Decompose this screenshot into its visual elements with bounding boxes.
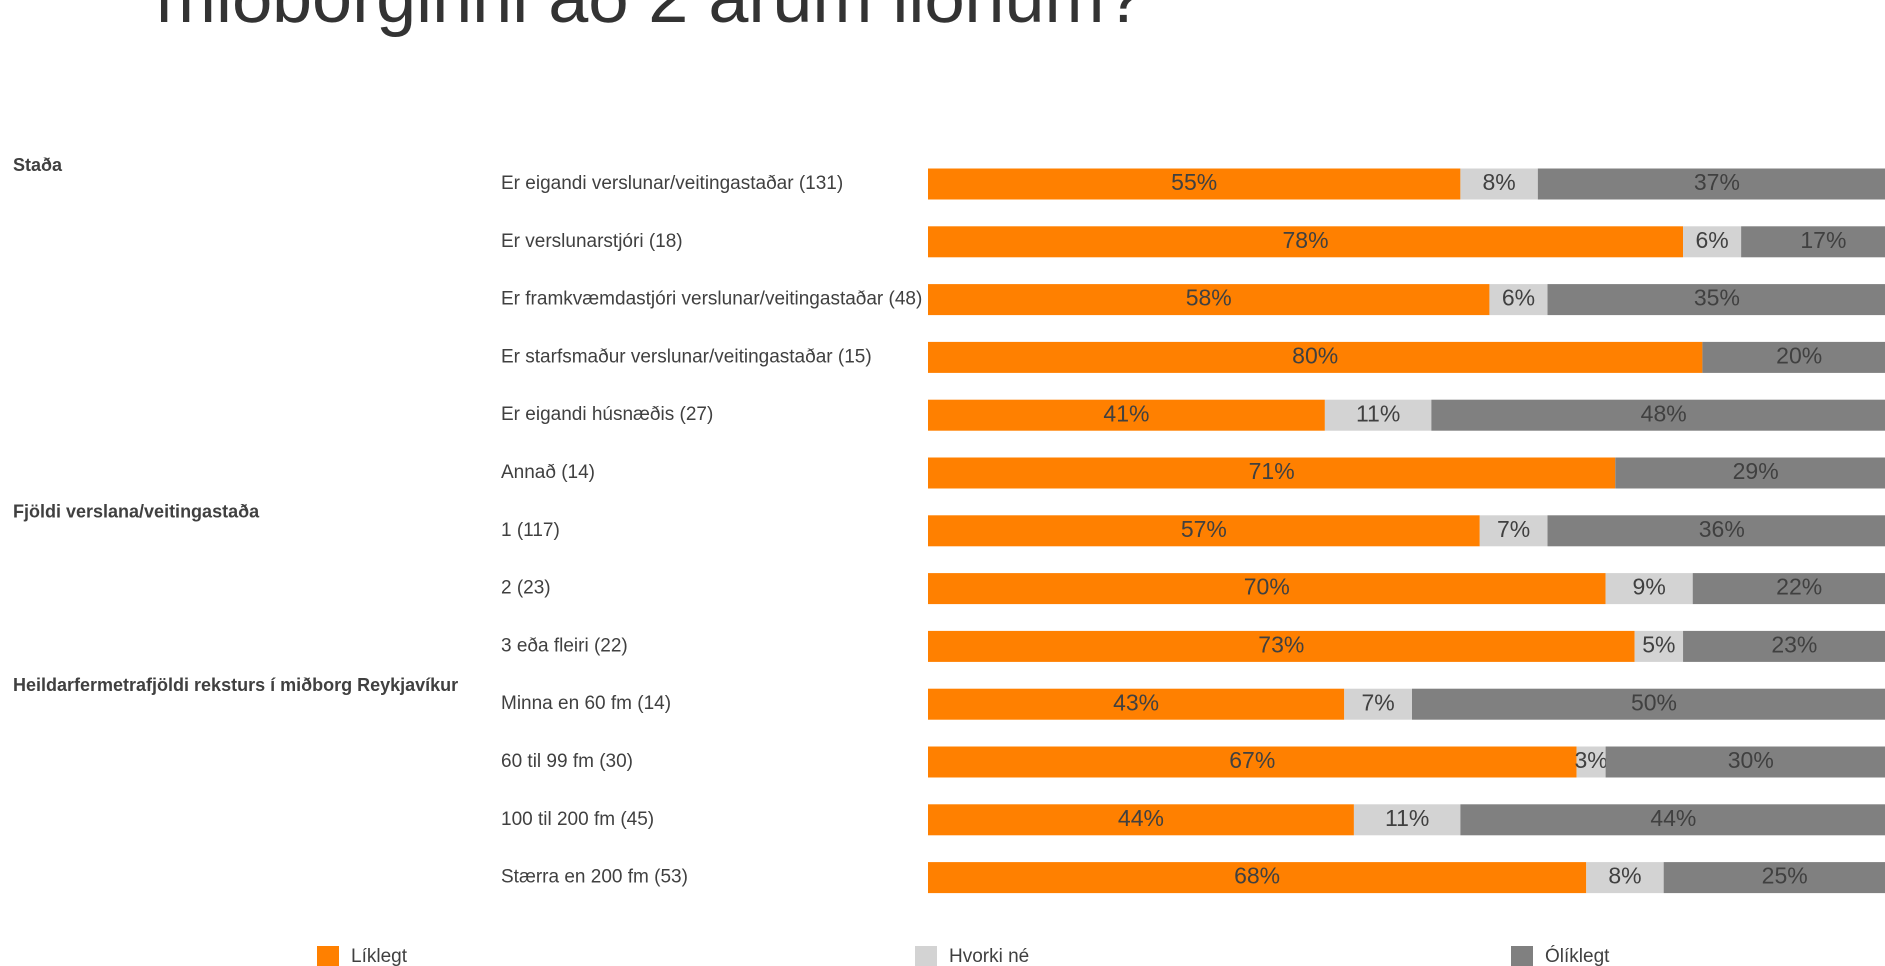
value-label: 11%: [1385, 805, 1429, 831]
value-label: 58%: [1186, 285, 1232, 311]
bar-segment: [1692, 573, 1885, 605]
bar-segment: [1683, 630, 1885, 662]
chart-title: miðborginni að 2 árum liðnum?: [156, 0, 1145, 38]
bar-segment: [1344, 688, 1412, 720]
value-label: 8%: [1608, 863, 1641, 889]
value-label: 80%: [1292, 342, 1338, 368]
bar-segment: [1489, 284, 1548, 316]
legend-swatch: [317, 946, 339, 966]
value-label: 30%: [1728, 747, 1774, 773]
bar-segment: [928, 688, 1345, 720]
group-label: Heildarfermetrafjöldi reksturs í miðborg…: [13, 675, 458, 695]
value-label: 48%: [1641, 400, 1687, 426]
bar-segment: [928, 573, 1606, 605]
value-label: 71%: [1249, 458, 1295, 484]
bar-segment: [1586, 862, 1664, 894]
bar-segment: [928, 862, 1587, 894]
value-label: 17%: [1800, 227, 1846, 253]
value-label: 7%: [1497, 516, 1530, 542]
value-label: 36%: [1699, 516, 1745, 542]
bar-segment: [1615, 457, 1885, 489]
legend-label: Ólíklegt: [1545, 945, 1610, 966]
value-label: 55%: [1171, 169, 1217, 195]
bar-segment: [1683, 226, 1742, 258]
category-label: Er framkvæmdastjóri verslunar/veitingast…: [501, 289, 922, 310]
value-label: 23%: [1771, 631, 1817, 657]
value-label: 57%: [1181, 516, 1227, 542]
category-label: Er eigandi verslunar/veitingastaðar (131…: [501, 173, 843, 194]
value-label: 67%: [1229, 747, 1275, 773]
value-label: 6%: [1502, 285, 1535, 311]
category-label: Annað (14): [501, 462, 595, 483]
bar-segment: [1460, 804, 1885, 836]
bar-segment: [928, 746, 1577, 778]
bar-segment: [1605, 746, 1885, 778]
bar-segment: [1547, 515, 1885, 547]
bar-segment: [1663, 862, 1885, 894]
value-label: 20%: [1776, 342, 1822, 368]
value-label: 73%: [1258, 631, 1304, 657]
legend-swatch: [1511, 946, 1533, 966]
bar-segment: [1741, 226, 1885, 258]
bar-segment: [928, 168, 1461, 200]
value-label: 68%: [1234, 863, 1280, 889]
category-label: 100 til 200 fm (45): [501, 809, 654, 830]
legend-label: Hvorki né: [949, 946, 1029, 966]
value-label: 50%: [1631, 689, 1677, 715]
bar-segment: [1479, 515, 1548, 547]
bar-segment: [1431, 399, 1885, 431]
bar-segment: [928, 399, 1325, 431]
value-label: 29%: [1733, 458, 1779, 484]
value-label: 9%: [1633, 574, 1666, 600]
value-label: 6%: [1695, 227, 1728, 253]
legend-label: Líklegt: [351, 946, 408, 966]
bar-segment: [1324, 399, 1432, 431]
bar-segment: [1702, 341, 1885, 373]
bar-segment: [928, 630, 1635, 662]
value-label: 8%: [1482, 169, 1515, 195]
bar-segment: [1460, 168, 1538, 200]
bar-segment: [928, 226, 1684, 258]
bar-segment: [928, 341, 1703, 373]
legend-swatch: [915, 946, 937, 966]
category-label: Er verslunarstjóri (18): [501, 231, 683, 252]
category-label: Stærra en 200 fm (53): [501, 867, 688, 888]
category-label: 60 til 99 fm (30): [501, 751, 633, 772]
category-label: 2 (23): [501, 578, 551, 599]
value-label: 44%: [1650, 805, 1696, 831]
bar-segment: [1576, 746, 1606, 778]
value-label: 78%: [1282, 227, 1328, 253]
category-label: Minna en 60 fm (14): [501, 693, 671, 714]
bar-segment: [1537, 168, 1885, 200]
category-label: Er eigandi húsnæðis (27): [501, 404, 713, 425]
category-label: Er starfsmaður verslunar/veitingastaðar …: [501, 346, 872, 367]
value-label: 44%: [1118, 805, 1164, 831]
bar-segment: [928, 515, 1480, 547]
bar-segment: [1412, 688, 1885, 720]
value-label: 43%: [1113, 689, 1159, 715]
value-label: 22%: [1776, 574, 1822, 600]
category-label: 3 eða fleiri (22): [501, 635, 628, 656]
value-label: 70%: [1244, 574, 1290, 600]
bar-segment: [1634, 630, 1684, 662]
bar-segment: [1353, 804, 1461, 836]
bar-segment: [928, 284, 1490, 316]
bar-segment: [1547, 284, 1885, 316]
value-label: 5%: [1642, 631, 1675, 657]
value-label: 3%: [1574, 747, 1607, 773]
group-label: Fjöldi verslana/veitingastaða: [13, 502, 260, 522]
value-label: 41%: [1103, 400, 1149, 426]
bar-segment: [928, 457, 1616, 489]
category-label: 1 (117): [501, 520, 560, 541]
value-label: 25%: [1762, 863, 1808, 889]
value-label: 11%: [1356, 400, 1400, 426]
group-label: Staða: [13, 155, 63, 175]
bar-segment: [1605, 573, 1693, 605]
value-label: 35%: [1694, 285, 1740, 311]
value-label: 37%: [1694, 169, 1740, 195]
value-label: 7%: [1361, 689, 1394, 715]
bar-segment: [928, 804, 1354, 836]
